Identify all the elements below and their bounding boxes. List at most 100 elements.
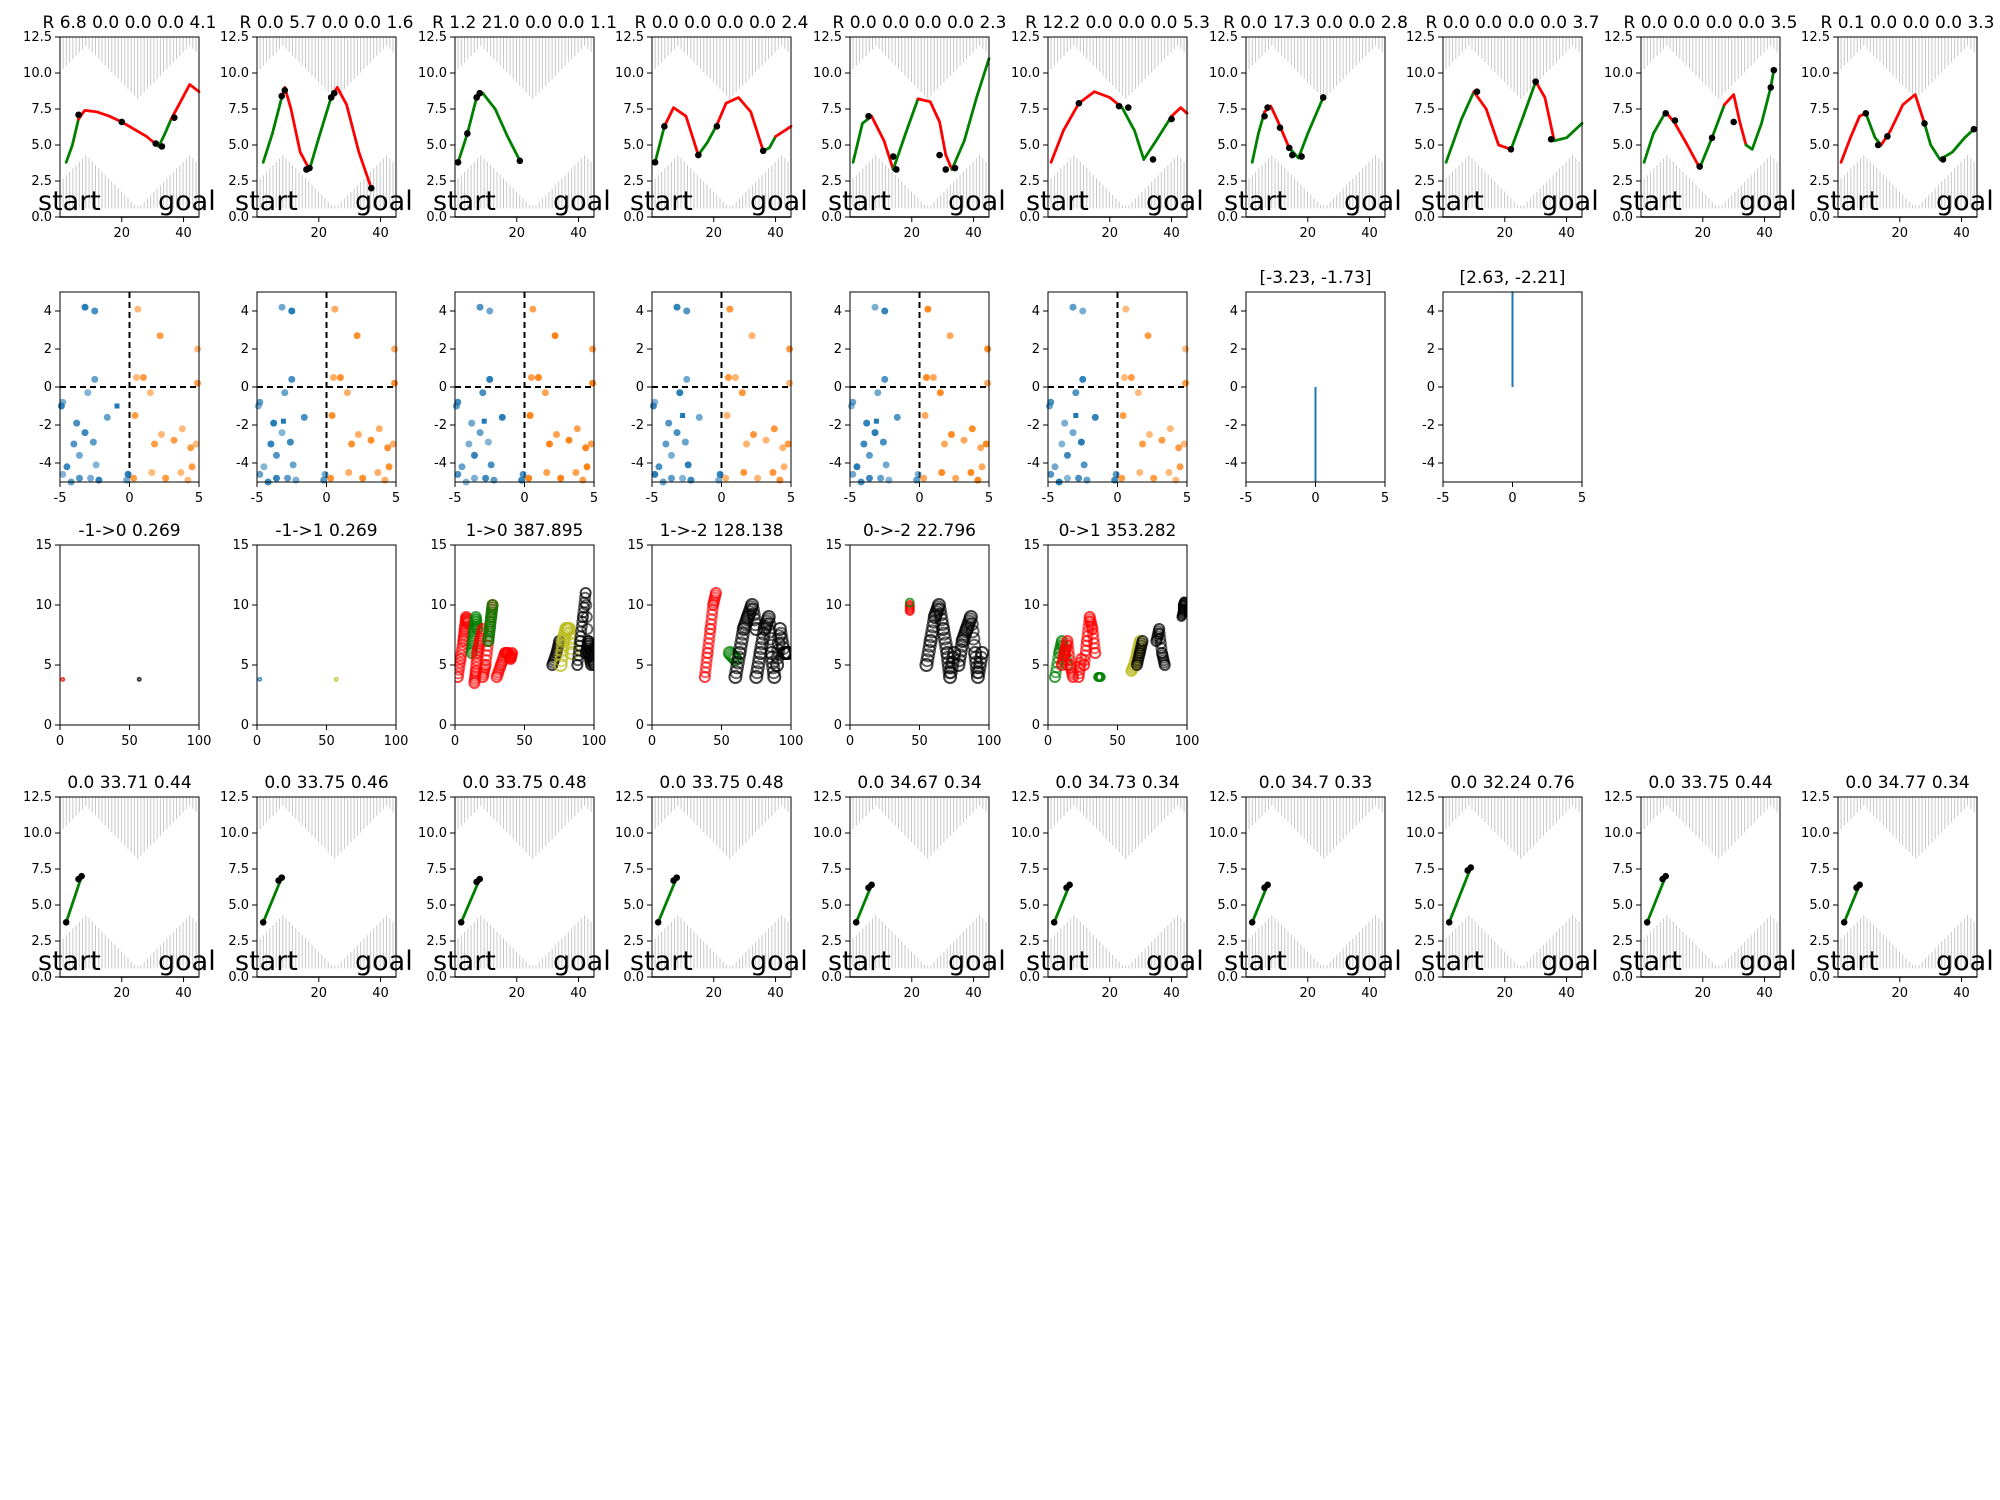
y-tick-label: 2 <box>1230 342 1238 357</box>
orange-point <box>557 474 565 482</box>
orange-point <box>130 474 138 482</box>
y-tick-label: 0 <box>241 380 249 395</box>
y-tick-label: 5 <box>439 658 447 673</box>
y-tick-label: 7.5 <box>1019 102 1040 117</box>
transition-point <box>745 598 760 612</box>
x-tick-label: 40 <box>175 226 192 241</box>
x-tick-label: 20 <box>114 986 131 1001</box>
goal-label: goal <box>355 186 413 217</box>
waypoint-dot <box>170 114 178 121</box>
trajectory-segment <box>1552 122 1584 143</box>
y-tick-label: 15 <box>35 538 52 553</box>
orange-point <box>348 440 356 448</box>
y-tick-label: 7.5 <box>426 862 447 877</box>
y-tick-label: 2.5 <box>228 934 249 949</box>
transition-point <box>561 622 576 636</box>
orange-point <box>1180 440 1188 448</box>
y-tick-label: 10 <box>1023 598 1040 613</box>
transition-point <box>731 650 746 665</box>
x-tick-label: 20 <box>904 226 921 241</box>
agent-square <box>481 418 487 424</box>
axes-frame <box>256 796 397 978</box>
y-tick-label: 5.0 <box>1217 138 1238 153</box>
x-tick-label: 40 <box>372 226 389 241</box>
y-tick-label: 10.0 <box>418 66 447 81</box>
y-tick-label: 0.0 <box>821 970 842 985</box>
y-tick-label: 15 <box>627 538 644 553</box>
orange-point <box>1150 474 1158 482</box>
obstacle-field <box>259 797 394 969</box>
y-tick-label: 7.5 <box>1414 862 1435 877</box>
blue-point <box>863 419 871 427</box>
y-tick-label: -2 <box>829 418 842 433</box>
marks <box>257 676 339 682</box>
panel-title: 0.0 33.75 0.44 <box>1648 773 1772 793</box>
trajectory-segment <box>1170 106 1189 118</box>
blue-point <box>871 429 879 437</box>
y-tick-label: 10.0 <box>813 826 842 841</box>
y-tick-label: 7.5 <box>1217 862 1238 877</box>
blue-point <box>681 438 689 446</box>
orange-point <box>960 436 968 444</box>
blue-point <box>267 440 275 448</box>
scatter-panel: -5 0 5 -4 -2 0 2 4 <box>1027 291 1191 506</box>
trajectory-segment <box>950 57 991 171</box>
panel-title: -1->1 0.269 <box>275 521 377 541</box>
blue-point <box>452 402 460 410</box>
x-tick-label: 40 <box>570 986 587 1001</box>
blue-point <box>665 419 673 427</box>
transition-point <box>933 607 948 622</box>
orange-point <box>328 412 336 419</box>
x-tick-label: -5 <box>646 491 659 506</box>
panel-title: 0.0 33.75 0.48 <box>659 773 783 793</box>
y-tick-label: 0 <box>1230 380 1238 395</box>
blue-point <box>57 402 65 410</box>
blue-point <box>860 440 868 448</box>
panel-title: R 0.1 0.0 0.0 0.0 3.3 <box>1820 13 1994 33</box>
y-tick-label: 7.5 <box>623 102 644 117</box>
transition-point <box>964 617 979 632</box>
axes-frame <box>651 796 792 978</box>
orange-point <box>974 476 982 484</box>
obstacle-field <box>457 37 592 209</box>
y-tick-label: -2 <box>39 418 52 433</box>
trajectory-segment <box>851 114 873 164</box>
transition-point <box>970 670 985 684</box>
panel-title: 1->0 387.895 <box>466 521 584 541</box>
blue-point <box>1058 440 1066 448</box>
transition-point <box>936 626 951 641</box>
y-tick-label: 12.5 <box>615 790 644 805</box>
waypoint-dot <box>852 918 860 926</box>
x-tick-label: 0 <box>451 734 459 749</box>
orange-point <box>780 463 788 471</box>
waypoint-dot <box>1066 881 1073 889</box>
orange-point <box>1122 305 1130 313</box>
x-tick-label: 100 <box>1175 734 1200 749</box>
start-label: start <box>433 186 496 217</box>
blue-point <box>92 461 100 469</box>
orange-point <box>148 469 156 476</box>
waypoint-dot <box>1939 156 1947 163</box>
y-tick-label: 10 <box>825 598 842 613</box>
orange-point <box>1119 412 1127 419</box>
orange-point <box>327 474 335 482</box>
x-tick-label: 40 <box>965 226 982 241</box>
y-tick-label: 12.5 <box>813 30 842 45</box>
blue-point <box>81 303 89 311</box>
orange-point <box>740 469 748 476</box>
trajectory-segment <box>1664 110 1702 170</box>
waypoint-dot <box>278 874 286 881</box>
orange-point <box>526 412 534 419</box>
y-tick-label: 15 <box>430 538 447 553</box>
y-tick-label: 10.0 <box>1801 826 1830 841</box>
y-tick-label: 10.0 <box>1011 826 1040 841</box>
orange-point <box>738 389 746 397</box>
waypoint-dot <box>62 918 70 926</box>
x-tick-label: 0 <box>1311 491 1319 506</box>
goal-label: goal <box>158 186 216 217</box>
blue-point <box>278 303 286 311</box>
y-tick-label: 0.0 <box>1612 210 1633 225</box>
waypoint-dot <box>330 89 338 97</box>
panel-title: R 0.0 0.0 0.0 0.0 3.5 <box>1623 13 1797 33</box>
y-tick-label: 12.5 <box>1604 790 1633 805</box>
